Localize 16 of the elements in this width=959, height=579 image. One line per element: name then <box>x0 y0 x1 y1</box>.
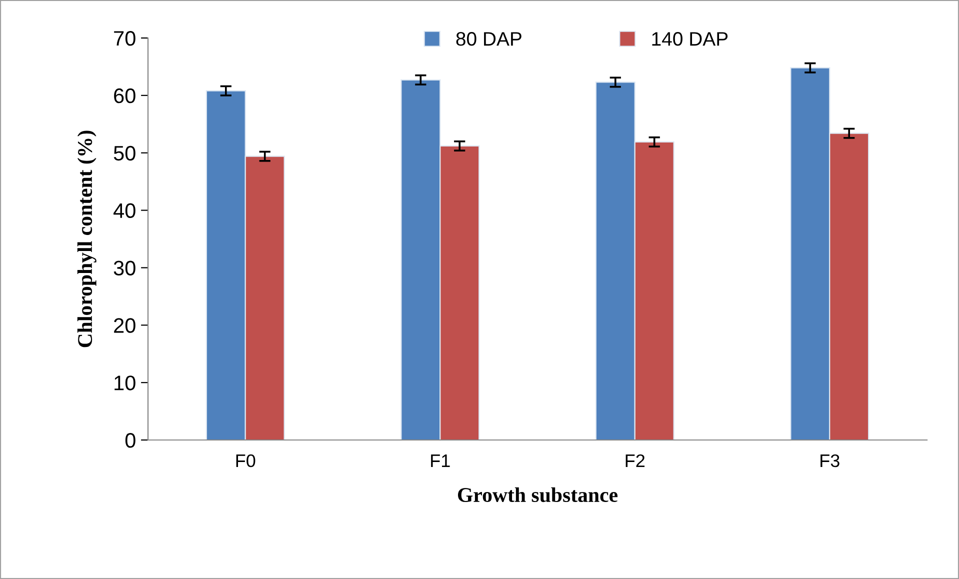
x-tick-label: F1 <box>431 454 450 467</box>
y-tick-label: 60 <box>114 88 136 104</box>
x-tick-label: F3 <box>820 454 840 468</box>
y-tick-label: 20 <box>114 318 136 333</box>
y-tick-label: 10 <box>114 376 136 390</box>
y-axis-title: Chlorophyll content (%) <box>77 130 96 348</box>
y-tick-label: 50 <box>114 146 136 161</box>
y-tick-label: 70 <box>114 31 136 46</box>
y-tick-label: 40 <box>114 203 136 218</box>
legend-label: 80 DAP <box>456 32 522 46</box>
legend-label: 140 DAP <box>652 32 728 46</box>
y-tick-label: 0 <box>125 433 136 448</box>
x-axis-title: Growth substance <box>458 487 618 502</box>
x-tick-label: F2 <box>626 454 645 467</box>
y-tick-label: 30 <box>114 260 136 276</box>
x-tick-label: F0 <box>236 454 256 468</box>
